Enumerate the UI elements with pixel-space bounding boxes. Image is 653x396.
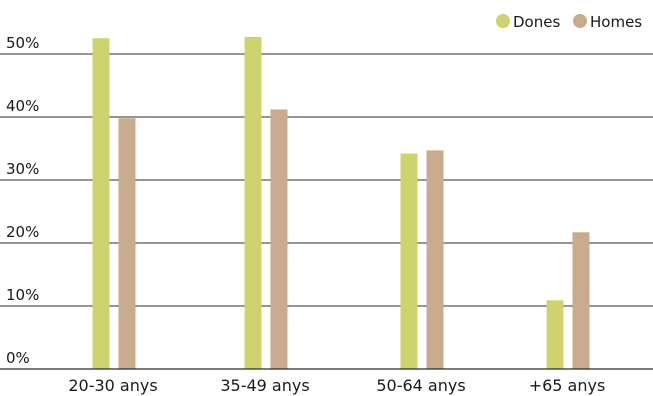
bar-dones-2 xyxy=(400,153,418,369)
legend-marker-homes xyxy=(573,14,587,28)
x-tick-label: +65 anys xyxy=(529,376,606,395)
y-tick-label: 30% xyxy=(6,160,39,178)
legend-label-homes: Homes xyxy=(590,13,642,31)
bar-homes-1 xyxy=(270,109,288,369)
bar-homes-3 xyxy=(572,232,590,369)
legend-marker-dones xyxy=(496,14,510,28)
x-tick-label: 35-49 anys xyxy=(220,376,309,395)
bar-dones-1 xyxy=(244,36,262,370)
bar-homes-0 xyxy=(118,118,136,369)
legend: Dones Homes xyxy=(496,13,642,31)
y-tick-label: 20% xyxy=(6,223,39,241)
y-tick-label: 0% xyxy=(6,349,30,367)
x-tick-label: 50-64 anys xyxy=(376,376,465,395)
y-tick-label: 40% xyxy=(6,97,39,115)
bars xyxy=(92,36,590,370)
legend-label-dones: Dones xyxy=(513,13,560,31)
y-tick-label: 10% xyxy=(6,286,39,304)
bar-homes-2 xyxy=(426,150,444,369)
x-axis: 20-30 anys 35-49 anys 50-64 anys +65 anys xyxy=(0,368,653,395)
bar-dones-0 xyxy=(92,38,110,369)
x-tick-label: 20-30 anys xyxy=(68,376,157,395)
bar-dones-3 xyxy=(546,300,564,369)
y-axis-tick-labels: 0% 10% 20% 30% 40% 50% xyxy=(6,34,39,367)
y-tick-label: 50% xyxy=(6,34,39,52)
